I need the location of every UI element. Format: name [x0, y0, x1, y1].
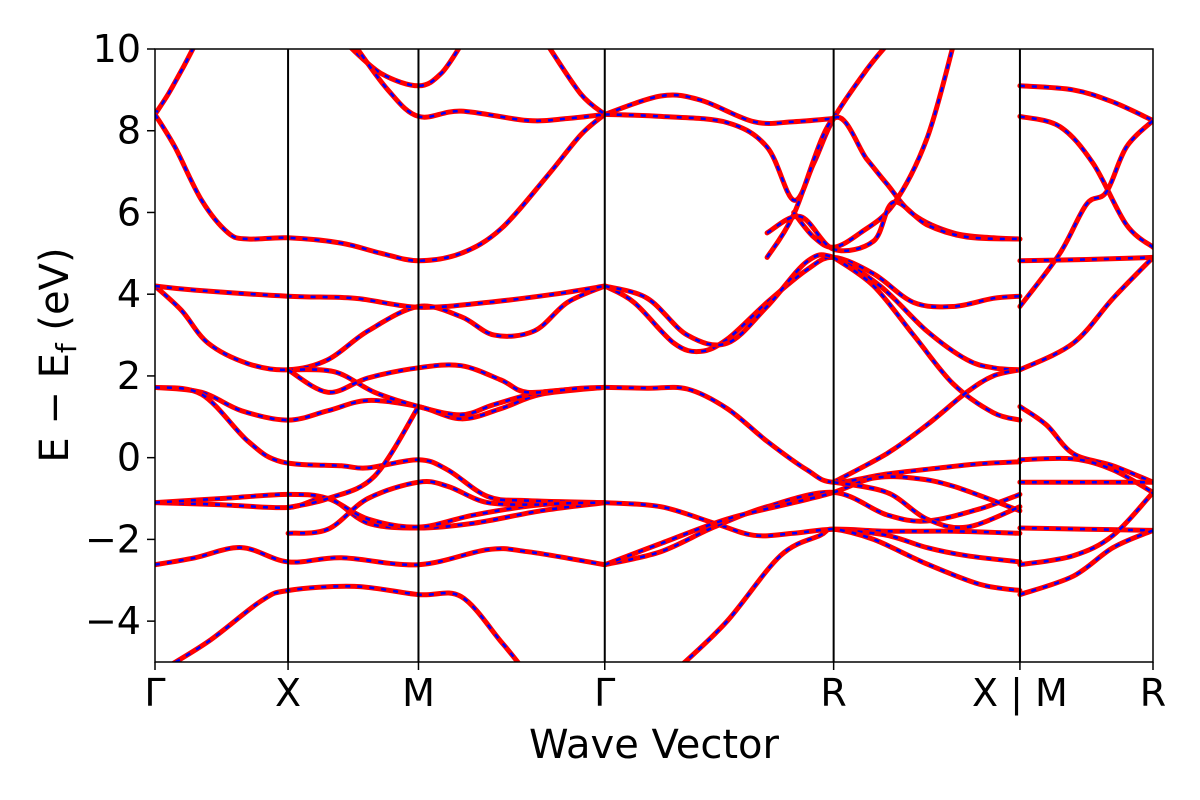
band-line-overlay-16	[155, 386, 605, 422]
x-tick-label-2: X	[275, 671, 301, 715]
x-axis-ticks: Γ X M Γ R X | M R	[144, 662, 1166, 716]
band-line-overlay-15	[832, 256, 1021, 422]
band-line-33	[681, 526, 1023, 662]
band-line-overlay-23	[155, 493, 605, 529]
band-line-overlay-31	[833, 527, 1021, 564]
band-line-overlay-25	[155, 546, 606, 567]
band-line-12	[602, 254, 1023, 355]
band-line-overlay-21	[833, 368, 1021, 484]
band-line-overlay-34	[1019, 84, 1153, 122]
y-tick-label-5: 4	[117, 272, 141, 316]
band-line-overlay-42	[1019, 526, 1153, 532]
y-axis-ticks: −4 −2 0 2 4 6 8 10	[85, 27, 155, 643]
band-line-overlay-44	[1019, 529, 1153, 596]
y-tick-label-6: 6	[117, 190, 141, 234]
x-tick-label-7: R	[1140, 671, 1166, 715]
x-tick-label-5: R	[820, 671, 846, 715]
y-axis-label-unit: (eV)	[32, 247, 78, 343]
kpoint-separators	[287, 49, 1021, 662]
band-line-overlay-3	[350, 49, 460, 88]
band-line-overlay-5	[548, 49, 606, 116]
band-line-4	[354, 49, 608, 124]
plot-frame	[154, 48, 1154, 663]
band-line-overlay-37	[1019, 256, 1153, 262]
y-tick-label-2: −2	[85, 517, 141, 561]
y-axis-label: E − Ef (eV)	[32, 247, 83, 462]
band-line-11	[155, 283, 608, 310]
band-line-37	[1017, 254, 1153, 264]
band-line-overlay-36	[1018, 119, 1153, 308]
band-line-overlay-32	[173, 585, 520, 662]
band-line-overlay-43	[1019, 491, 1153, 566]
band-line-overlay-8	[792, 49, 954, 249]
band-line-26	[285, 404, 421, 510]
y-tick-label-1: −4	[85, 599, 141, 643]
band-line-overlay-33	[683, 527, 1021, 662]
band-line-overlay-1	[155, 49, 195, 116]
x-tick-label-6: X | M	[972, 671, 1068, 716]
y-axis-label-subscript: f	[50, 342, 83, 353]
band-line-17	[155, 384, 608, 506]
band-line-overlay-27	[604, 501, 1020, 538]
band-line-overlay-7	[604, 49, 886, 202]
band-line-overlay-11	[155, 284, 606, 309]
x-tick-label-1: Γ	[144, 671, 165, 715]
band-line-35	[1017, 113, 1153, 250]
band-line-5	[547, 49, 608, 117]
band-line-6	[602, 92, 837, 126]
band-lines	[155, 49, 1153, 662]
band-line-2	[155, 111, 608, 264]
band-line-38	[1017, 254, 1153, 373]
band-line-13	[602, 252, 1023, 373]
band-line-20	[602, 384, 1023, 485]
band-line-overlay-38	[1019, 256, 1153, 371]
band-line-overlay-4	[355, 49, 605, 123]
band-line-19	[285, 362, 608, 396]
band-line-42	[1017, 525, 1153, 533]
x-axis-label: Wave Vector	[529, 722, 780, 768]
band-line-34	[1017, 83, 1153, 123]
x-tick-label-3: M	[402, 671, 435, 715]
y-tick-label-8: 10	[93, 27, 141, 71]
band-line-overlay-12	[604, 256, 1021, 353]
band-line-3	[348, 49, 462, 89]
band-line-overlay-2	[155, 113, 606, 262]
y-tick-label-7: 8	[117, 109, 141, 153]
y-tick-label-3: 0	[117, 436, 141, 480]
band-line-14	[764, 199, 1023, 254]
band-line-overlay-19	[287, 363, 605, 394]
band-line-overlay-17	[155, 386, 605, 504]
band-line-overlay-10	[155, 284, 606, 372]
x-tick-label-4: Γ	[594, 671, 615, 715]
band-line-22	[155, 495, 608, 531]
y-tick-label-4: 2	[117, 354, 141, 398]
y-axis-label-main: E − E	[32, 353, 78, 463]
band-line-15	[831, 254, 1023, 423]
band-line-overlay-30	[833, 480, 1021, 529]
band-line-39	[1017, 404, 1153, 485]
